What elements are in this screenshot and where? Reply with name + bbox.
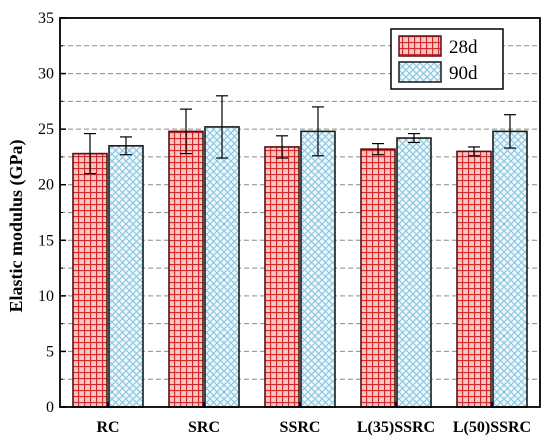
y-tick-label: 30: [38, 66, 54, 83]
y-tick-label: 20: [38, 177, 54, 194]
x-tick-label: RC: [96, 419, 119, 436]
x-tick-label: SSRC: [280, 419, 321, 436]
tick-labels: 0 5 10 15 20 25 30 35: [38, 10, 54, 416]
x-tick-label: L(35)SSRC: [357, 419, 435, 436]
x-tick-label: SRC: [188, 419, 220, 436]
legend-label-28d: 28d: [449, 37, 478, 58]
legend-swatch-90d: [398, 61, 442, 83]
bar-90d-L(50)SSRC: [492, 130, 528, 408]
legend-label-90d: 90d: [449, 63, 478, 84]
bar-28d-L(35)SSRC: [360, 148, 396, 408]
axes: [59, 17, 541, 408]
y-tick-label: 5: [46, 343, 54, 360]
y-tick-label: 10: [38, 288, 54, 305]
y-tick-label: 0: [46, 399, 54, 416]
bars: [72, 126, 528, 408]
y-tick-label: 15: [38, 232, 54, 249]
bar-28d-L(50)SSRC: [456, 150, 492, 408]
y-axis-title: Elastic modulus (GPa): [6, 139, 27, 312]
y-tick-label: 35: [38, 10, 54, 27]
y-tick-label: 25: [38, 121, 54, 138]
category-labels: RC SRC SSRC L(35)SSRC L(50)SSRC: [96, 419, 531, 436]
error-bars: [84, 95, 516, 175]
bar-28d-SSRC: [264, 146, 300, 408]
bar-90d-SRC: [204, 126, 240, 408]
bar-90d-L(35)SSRC: [396, 137, 432, 408]
x-tick-label: L(50)SSRC: [453, 419, 531, 436]
bar-28d-RC: [72, 152, 108, 408]
bar-90d-SSRC: [300, 130, 336, 408]
legend-swatch-28d: [398, 35, 442, 57]
bar-28d-SRC: [168, 130, 204, 408]
bar-90d-RC: [108, 145, 144, 408]
